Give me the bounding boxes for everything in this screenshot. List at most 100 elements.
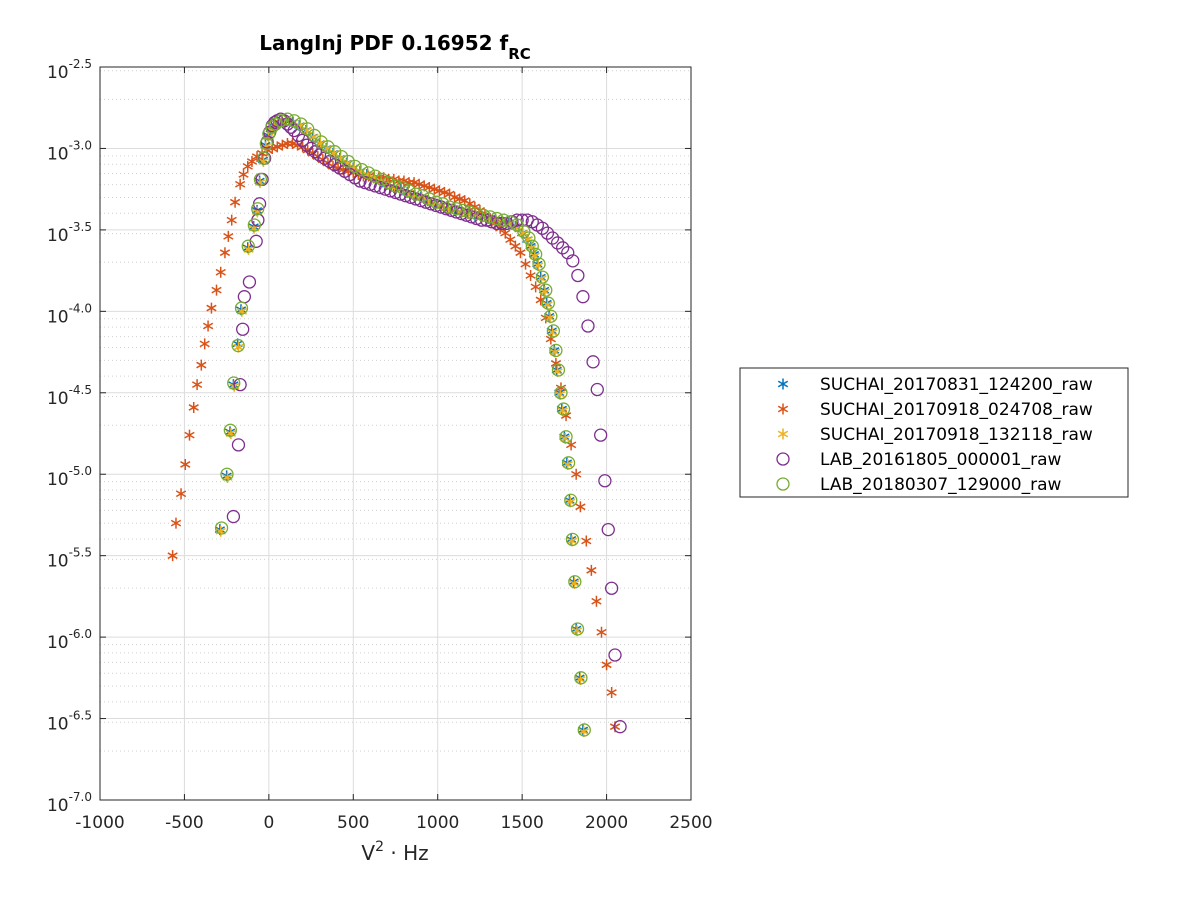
plot-area (99, 66, 692, 801)
data-point (538, 284, 550, 296)
data-point (581, 319, 595, 333)
data-point (549, 343, 563, 358)
legend-entry: SUCHAI_20170918_132118_raw (777, 425, 1093, 445)
x-axis-label-rest: · Hz (384, 841, 429, 865)
data-point (575, 501, 586, 513)
data-point (505, 234, 516, 246)
data-point (419, 195, 433, 209)
data-point (555, 382, 567, 394)
y-tick-label-exponent: -4.0 (69, 301, 92, 315)
data-point (496, 213, 511, 227)
data-point (414, 178, 425, 190)
data-point (211, 284, 222, 296)
data-point (559, 431, 570, 443)
x-tick-label: 1000 (416, 813, 459, 833)
legend-marker (777, 428, 789, 440)
data-point (503, 215, 517, 229)
data-point (226, 509, 241, 524)
data-point (529, 247, 543, 261)
legend-entry: LAB_20161805_000001_raw (776, 450, 1061, 470)
data-point (388, 185, 403, 200)
data-point (215, 266, 226, 278)
data-point (308, 145, 322, 159)
data-point (490, 211, 504, 226)
data-point (569, 577, 580, 589)
data-point (590, 382, 604, 397)
data-point (535, 221, 550, 235)
data-point (439, 186, 450, 198)
y-tick-label-base: 10 (47, 552, 69, 572)
x-axis-label-sup: 2 (375, 839, 384, 855)
x-tick-label: 2000 (585, 813, 628, 833)
y-tick-label-base: 10 (47, 633, 69, 653)
legend-box (739, 367, 1129, 498)
data-point (409, 187, 423, 201)
data-point (574, 672, 585, 684)
data-point (544, 309, 558, 323)
data-point (442, 200, 457, 214)
data-point (234, 301, 249, 315)
data-point (551, 364, 562, 376)
data-point (184, 429, 195, 441)
data-point (578, 726, 589, 738)
data-point (191, 379, 203, 391)
data-point (586, 355, 600, 369)
data-point (272, 141, 283, 153)
y-tick-label-base: 10 (47, 389, 69, 409)
data-point (304, 141, 318, 156)
chart-title-main: LangInj PDF 0.16952 f (259, 31, 508, 55)
y-tick-label: 10-3.0 (47, 138, 92, 164)
data-point (535, 270, 550, 284)
y-tick-label: 10-2.5 (47, 57, 92, 83)
data-point (429, 183, 440, 195)
data-point (226, 214, 237, 226)
data-point (361, 166, 376, 180)
data-point (388, 179, 403, 193)
legend-entries: SUCHAI_20170831_124200_raw SUCHAI_2017091… (776, 375, 1093, 495)
data-point (257, 151, 271, 165)
y-tick-label: 10-6.0 (47, 627, 92, 653)
data-point (229, 196, 241, 208)
data-point (221, 470, 232, 482)
data-point (535, 271, 546, 283)
data-point (262, 127, 276, 141)
data-point (525, 269, 536, 281)
data-point (469, 206, 484, 221)
data-point (238, 169, 249, 181)
data-point (561, 456, 576, 470)
data-point (550, 236, 565, 250)
data-point (224, 426, 236, 438)
y-tick-label-exponent: -3.0 (69, 138, 92, 152)
y-tick-label-base: 10 (47, 144, 69, 164)
data-point (199, 338, 210, 350)
data-point (568, 575, 582, 589)
data-point (577, 723, 591, 737)
data-point (604, 581, 619, 595)
data-point (242, 160, 253, 172)
data-point (566, 535, 578, 547)
data-point (541, 296, 555, 310)
data-point (422, 192, 436, 206)
y-tick-label: 10-4.5 (47, 383, 92, 409)
data-point (231, 438, 246, 452)
data-point (274, 114, 288, 128)
data-point (515, 247, 526, 259)
data-point (253, 172, 268, 187)
data-point (571, 623, 582, 635)
data-point (586, 564, 597, 576)
data-point (510, 240, 521, 252)
data-point (565, 533, 577, 545)
data-point (246, 155, 258, 167)
data-series (167, 112, 627, 738)
legend-marker (776, 452, 790, 466)
data-point (175, 488, 187, 500)
x-tick-label: 1500 (501, 813, 544, 833)
y-tick-label: 10-3.5 (47, 220, 92, 246)
data-point (382, 176, 396, 190)
x-tick-labels: -1000 -500 0 500 1000 1500 2000 2500 (75, 813, 712, 833)
y-tick-label: 10-5.0 (47, 464, 92, 490)
data-point (235, 304, 247, 316)
legend-label: SUCHAI_20170918_024708_raw (820, 400, 1093, 420)
y-tick-label-exponent: -6.5 (69, 709, 92, 723)
data-point (554, 386, 568, 400)
